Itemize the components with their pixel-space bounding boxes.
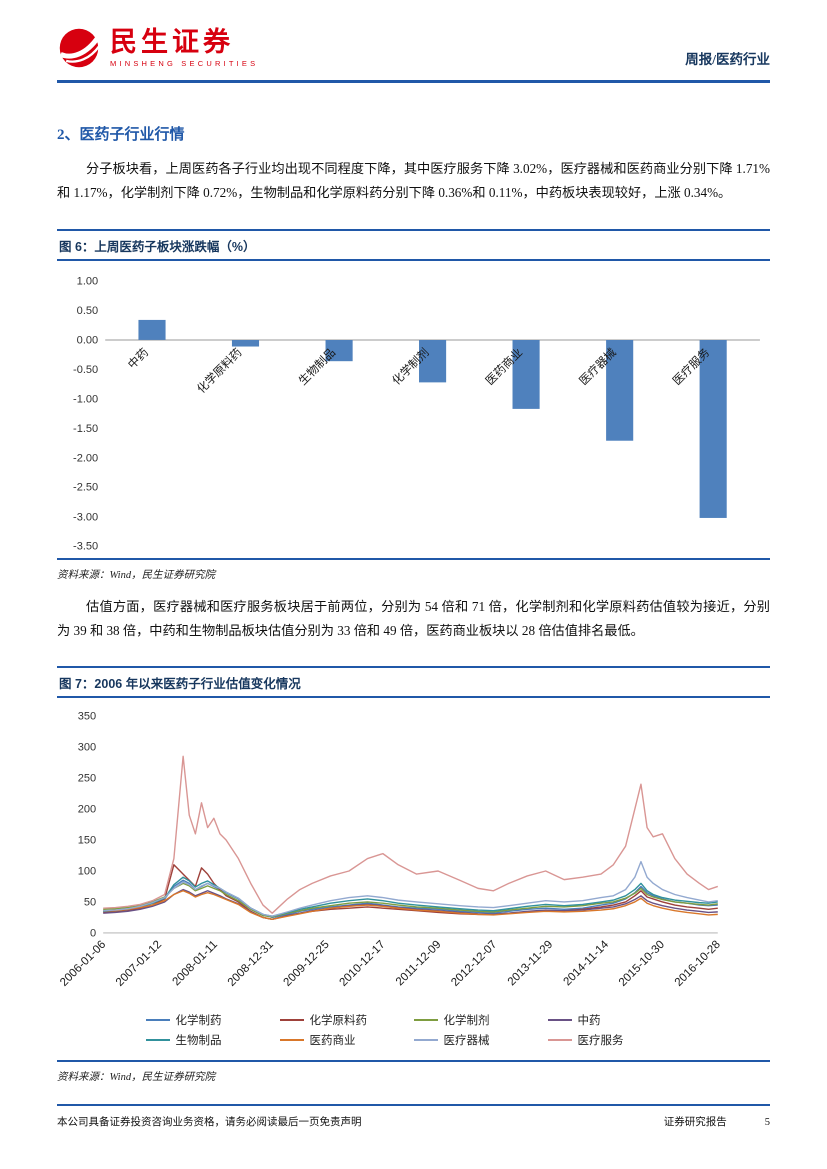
page-number: 5 — [764, 1117, 770, 1128]
svg-text:0.50: 0.50 — [77, 305, 98, 317]
legend-label: 生物制品 — [175, 1034, 222, 1047]
svg-text:350: 350 — [78, 711, 96, 723]
svg-text:300: 300 — [78, 742, 96, 754]
legend-item: 中药 — [547, 1012, 682, 1028]
legend-swatch — [145, 1038, 170, 1041]
disclaimer-text: 本公司具备证券投资咨询业务资格，请务必阅读最后一页免责声明 — [57, 1117, 362, 1128]
svg-text:2015-10-30: 2015-10-30 — [617, 939, 667, 989]
legend-label: 医疗器械 — [443, 1034, 490, 1047]
brand-subtitle: MINSHENG SECURITIES — [110, 59, 259, 69]
legend-item: 医药商业 — [279, 1032, 414, 1048]
svg-text:2009-12-25: 2009-12-25 — [282, 939, 332, 989]
svg-text:2014-11-14: 2014-11-14 — [562, 939, 612, 989]
legend-swatch — [547, 1018, 572, 1021]
svg-text:-3.00: -3.00 — [73, 511, 98, 523]
legend-item: 医疗器械 — [413, 1032, 548, 1048]
svg-text:2007-01-12: 2007-01-12 — [114, 939, 164, 989]
legend-swatch — [279, 1018, 304, 1021]
svg-text:1.00: 1.00 — [77, 275, 98, 287]
svg-text:2016-10-28: 2016-10-28 — [673, 939, 723, 989]
svg-text:-0.50: -0.50 — [73, 363, 98, 375]
svg-text:2012-12-07: 2012-12-07 — [449, 939, 499, 989]
svg-text:化学原料药: 化学原料药 — [194, 345, 245, 396]
legend-item: 化学制药 — [145, 1012, 280, 1028]
svg-text:生物制品: 生物制品 — [296, 345, 339, 388]
legend-swatch — [145, 1018, 170, 1021]
minsheng-logo-icon — [59, 28, 101, 68]
bar-chart: 1.00 0.50 0.00 -0.50 -1.00 -1.50 -2.00 -2.50 -3.… — [57, 260, 770, 558]
svg-text:150: 150 — [78, 835, 96, 847]
svg-text:-3.50: -3.50 — [73, 540, 98, 552]
report-type-label: 周报/医药行业 — [685, 52, 770, 67]
legend-label: 化学制药 — [175, 1014, 222, 1027]
legend-label: 医疗服务 — [577, 1034, 624, 1047]
legend-label: 中药 — [577, 1014, 601, 1027]
legend-swatch — [413, 1038, 438, 1041]
figure-6-source: 资料来源：Wind，民生证券研究院 — [57, 569, 216, 581]
figure-6-box: 图 6：上周医药子板块涨跌幅（%） 1.00 0.50 0.00 -0.50 -1.00… — [57, 228, 770, 560]
page-header: 民生证券 MINSHENG SECURITIES 周报/医药行业 — [0, 0, 827, 80]
figure-7-box: 图 7：2006 年以来医药子行业估值变化情况 350 300 250 200 150 1… — [57, 666, 770, 1062]
footer-divider — [57, 1104, 770, 1106]
brand-name: 民生证券 — [110, 26, 234, 57]
legend-item: 化学原料药 — [279, 1012, 414, 1028]
svg-text:2011-12-09: 2011-12-09 — [394, 939, 444, 989]
svg-text:50: 50 — [84, 897, 96, 909]
svg-text:2008-12-31: 2008-12-31 — [226, 939, 276, 989]
figure-6: 图 6：上周医药子板块涨跌幅（%） 1.00 0.50 0.00 -0.50 -1.00… — [57, 228, 770, 582]
legend-swatch — [413, 1018, 438, 1021]
svg-text:2010-12-17: 2010-12-17 — [337, 939, 387, 989]
chart-legend: 化学制药 化学原料药 化学制剂 中药生物制品 医药商业 医疗器械 医疗服务 — [124, 1008, 704, 1060]
paragraph-subsector-performance: 分子板块看，上周医药各子行业均出现不同程度下降，其中医疗服务下降 3.02%，医… — [57, 161, 770, 200]
svg-text:-2.50: -2.50 — [73, 481, 98, 493]
legend-label: 化学原料药 — [309, 1014, 368, 1027]
report-category-label: 证券研究报告 — [663, 1117, 727, 1128]
svg-text:-2.00: -2.00 — [73, 452, 98, 464]
section-title: 2、医药子行业行情 — [57, 127, 185, 143]
legend-label: 化学制剂 — [443, 1014, 490, 1027]
page-footer: 本公司具备证券投资咨询业务资格，请务必阅读最后一页免责声明 证券研究报告 5 — [57, 1104, 770, 1129]
svg-text:2006-01-06: 2006-01-06 — [59, 939, 108, 989]
svg-text:250: 250 — [78, 773, 96, 785]
figure-7-title: 图 7：2006 年以来医药子行业估值变化情况 — [57, 668, 770, 699]
svg-text:2013-11-29: 2013-11-29 — [506, 939, 556, 989]
paragraph-valuation: 估值方面，医疗器械和医疗服务板块居于前两位，分别为 54 倍和 71 倍，化学制… — [57, 598, 770, 638]
legend-item: 生物制品 — [145, 1032, 280, 1048]
figure-6-title: 图 6：上周医药子板块涨跌幅（%） — [57, 231, 770, 261]
footer-right: 证券研究报告 5 — [664, 1114, 770, 1129]
svg-text:200: 200 — [78, 804, 96, 816]
brand: 民生证券 MINSHENG SECURITIES — [57, 26, 258, 70]
svg-text:中药: 中药 — [126, 346, 152, 372]
figure-7-source: 资料来源：Wind，民生证券研究院 — [57, 1071, 216, 1083]
header-divider — [57, 80, 770, 83]
brand-text: 民生证券 MINSHENG SECURITIES — [110, 26, 259, 69]
figure-7: 图 7：2006 年以来医药子行业估值变化情况 350 300 250 200 150 1… — [57, 666, 770, 1083]
svg-text:-1.00: -1.00 — [73, 393, 98, 405]
svg-text:0: 0 — [90, 928, 96, 940]
legend-swatch — [547, 1038, 572, 1041]
svg-text:100: 100 — [78, 866, 96, 878]
svg-text:-1.50: -1.50 — [73, 422, 98, 434]
svg-text:0.00: 0.00 — [77, 334, 98, 346]
legend-item: 医疗服务 — [547, 1032, 682, 1048]
line-chart: 350 300 250 200 150 100 50 0 2006-01-06 2007-01-1… — [57, 698, 770, 1008]
svg-text:2008-01-11: 2008-01-11 — [170, 939, 220, 989]
legend-label: 医药商业 — [309, 1034, 356, 1047]
legend-swatch — [279, 1038, 304, 1041]
legend-item: 化学制剂 — [413, 1012, 548, 1028]
footer-row: 本公司具备证券投资咨询业务资格，请务必阅读最后一页免责声明 证券研究报告 5 — [57, 1114, 770, 1129]
